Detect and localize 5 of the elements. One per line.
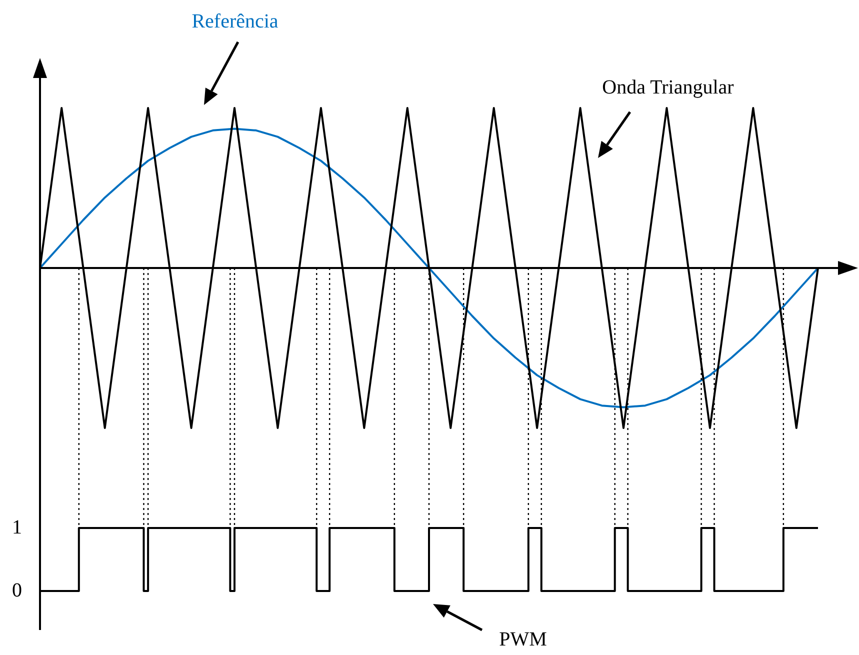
series-label: Onda Triangular — [602, 76, 734, 98]
y-tick-label: 0 — [12, 579, 22, 602]
text: Referência — [192, 10, 278, 32]
series-label: PWM — [499, 628, 548, 650]
y-tick-label: 1 — [12, 516, 22, 538]
